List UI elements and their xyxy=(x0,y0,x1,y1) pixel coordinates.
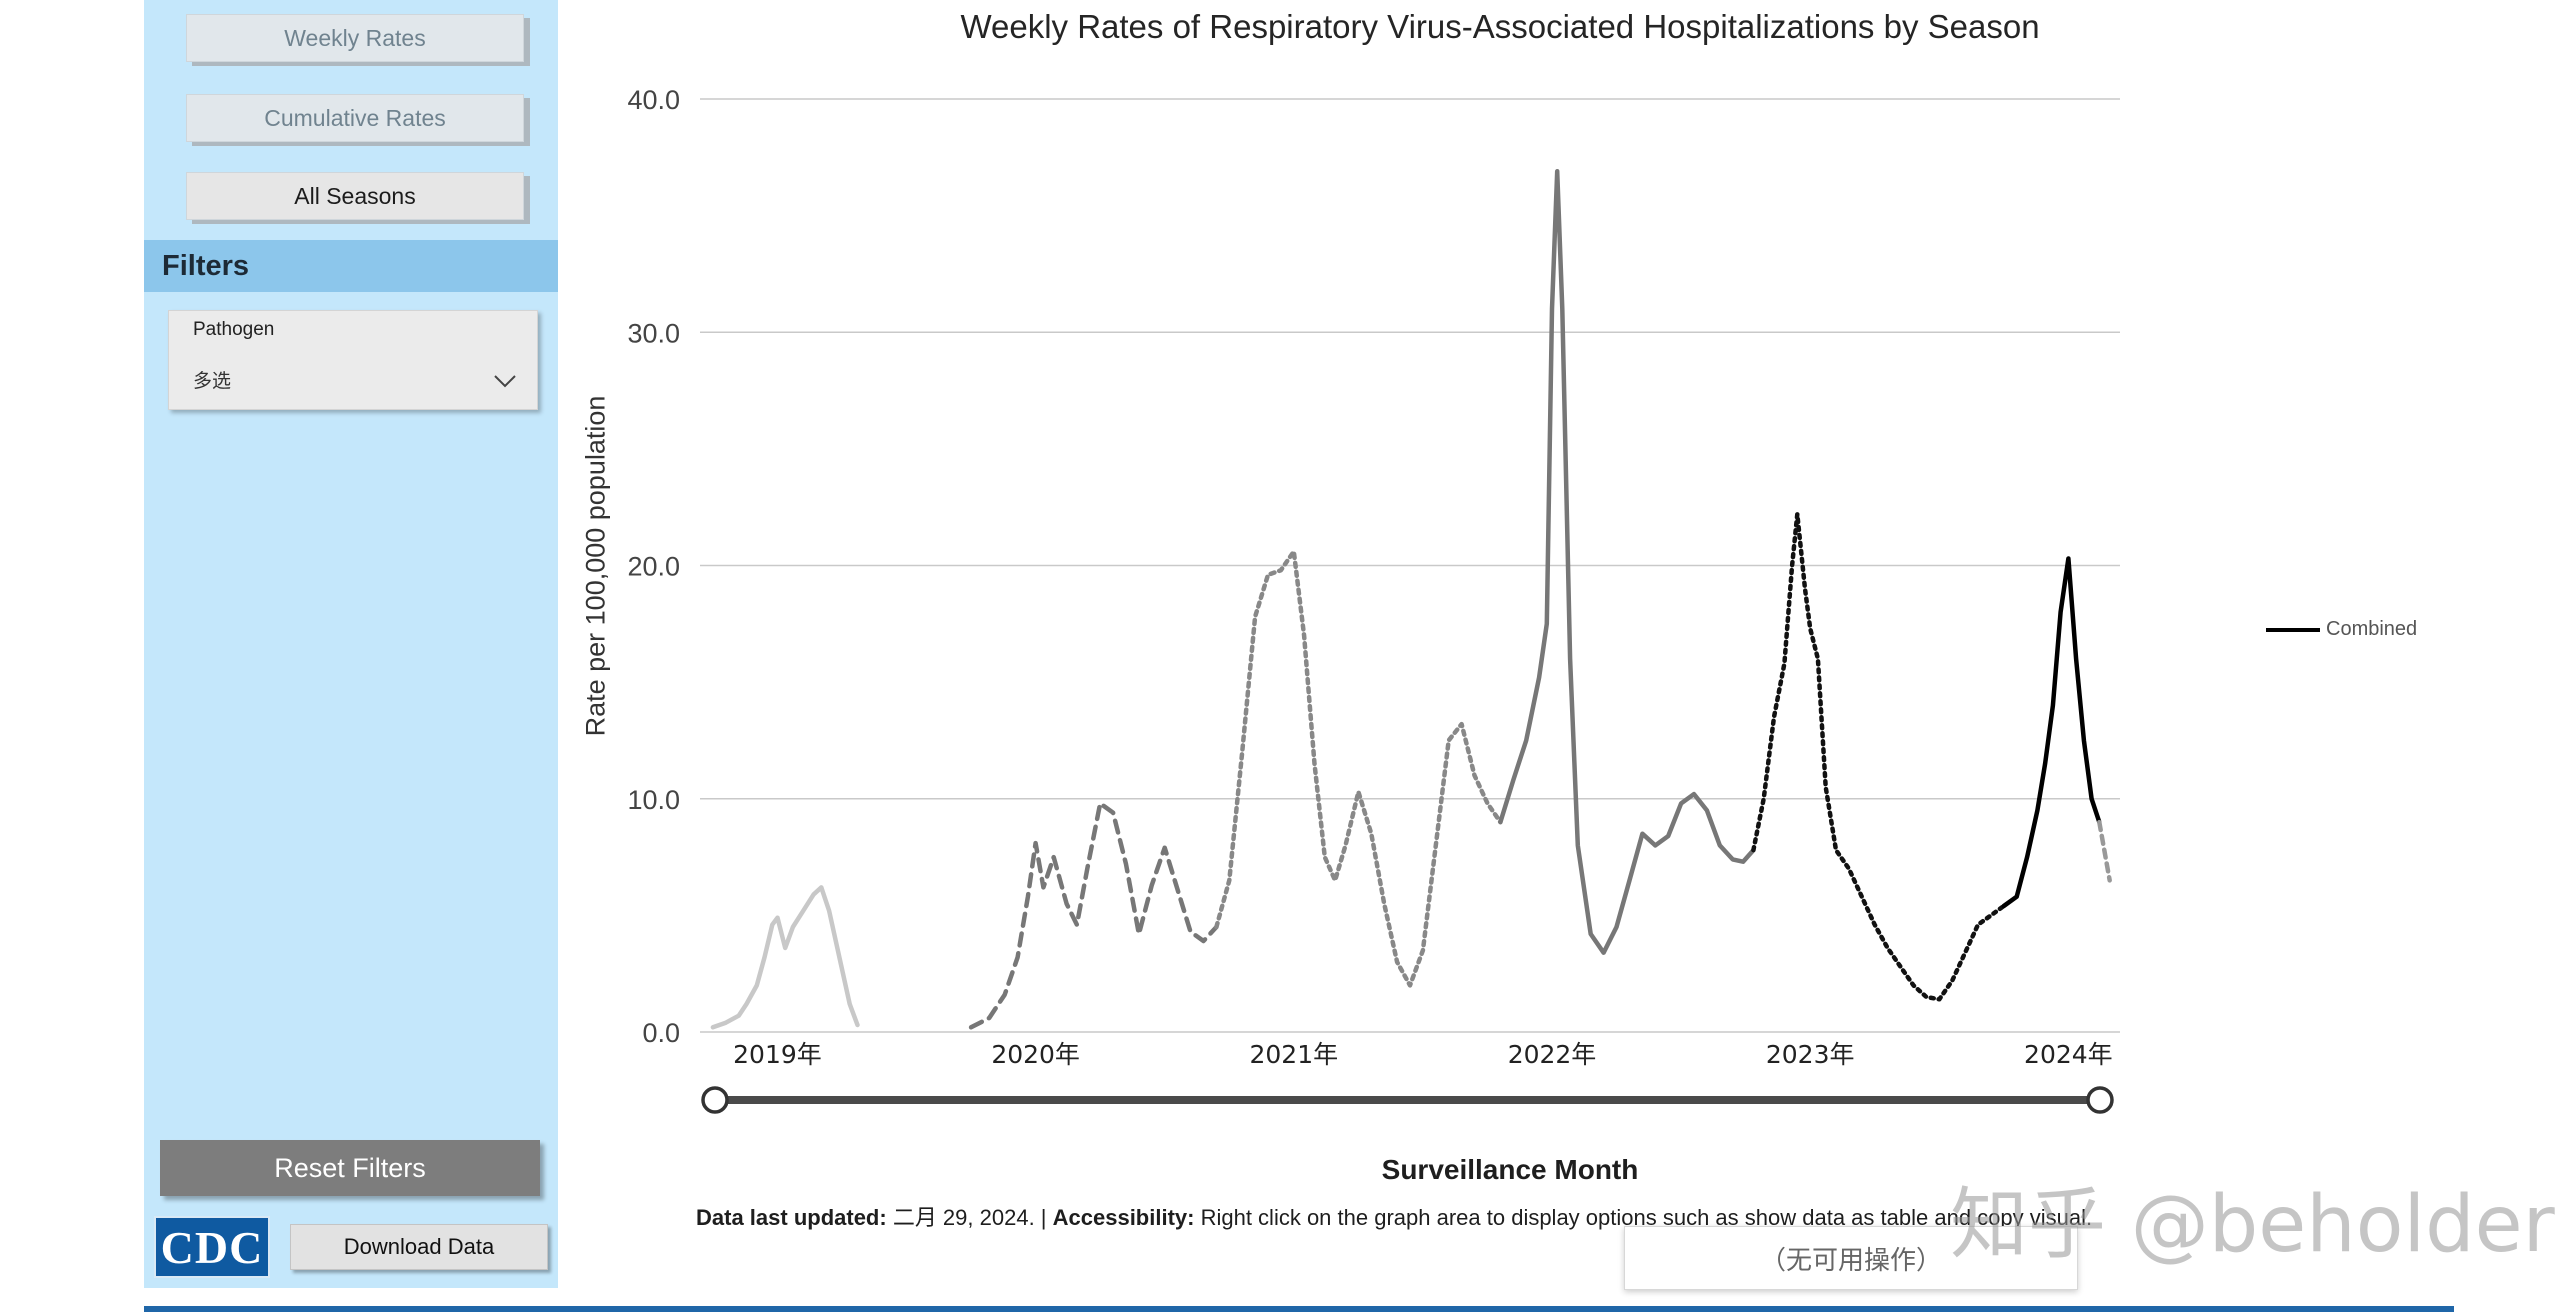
pathogen-dropdown[interactable]: 多选 xyxy=(193,363,517,399)
weekly-rates-button[interactable]: Weekly Rates xyxy=(186,14,524,62)
legend-combined[interactable]: Combined xyxy=(2266,618,2417,641)
legend-line-swatch xyxy=(2266,627,2320,632)
y-tick-label: 40.0 xyxy=(627,85,680,115)
x-tick-label: 2021年 xyxy=(1250,1040,1339,1069)
left-sidebar: Weekly Rates Cumulative Rates All Season… xyxy=(144,0,558,1288)
filters-header: Filters xyxy=(144,240,558,292)
accessibility-label: Accessibility: xyxy=(1052,1205,1195,1230)
series-line-4[interactable] xyxy=(1498,169,1756,955)
series-line-3[interactable] xyxy=(1214,549,1503,988)
cumulative-rates-button[interactable]: Cumulative Rates xyxy=(186,94,524,142)
x-tick-label: 2019年 xyxy=(733,1040,822,1069)
y-tick-label: 30.0 xyxy=(627,318,680,348)
series-line-5[interactable] xyxy=(1751,511,2007,1002)
updated-value: 二月 29, 2024. | xyxy=(886,1205,1053,1230)
cdc-logo[interactable]: CDC xyxy=(154,1216,270,1278)
reset-filters-button[interactable]: Reset Filters xyxy=(160,1140,540,1196)
chart-title: Weekly Rates of Respiratory Virus-Associ… xyxy=(960,8,2040,45)
all-seasons-button[interactable]: All Seasons xyxy=(186,172,524,220)
x-tick-label: 2022年 xyxy=(1508,1040,1597,1069)
accessibility-text: Right click on the graph area to display… xyxy=(1194,1205,2093,1230)
chart-plot-area[interactable]: 0.0 10.0 20.0 30.0 40.0 2019年 2020年 2021年 2022年… xyxy=(560,0,2200,1130)
x-tick-label: 2024年 xyxy=(2024,1040,2113,1069)
series-line-2[interactable] xyxy=(968,801,1219,1030)
y-tick-label: 20.0 xyxy=(627,552,680,582)
updated-label: Data last updated: xyxy=(696,1205,887,1230)
x-axis-label: Surveillance Month xyxy=(1381,1154,1639,1185)
series-line-7[interactable] xyxy=(2097,819,2112,883)
y-tick-label: 10.0 xyxy=(627,785,680,815)
pathogen-label: Pathogen xyxy=(193,319,275,340)
x-tick-label: 2023年 xyxy=(1766,1040,1855,1069)
chevron-down-icon xyxy=(494,375,516,388)
footnote: Data last updated: 二月 29, 2024. | Access… xyxy=(696,1200,2092,1232)
context-menu-tooltip: （无可用操作） xyxy=(1624,1226,2078,1290)
series-line-1[interactable] xyxy=(710,885,860,1030)
slider-start-handle-icon[interactable] xyxy=(701,1086,729,1114)
pathogen-selected-value: 多选 xyxy=(193,370,232,392)
watermark: 知乎 @beholder xyxy=(1950,1180,2555,1270)
legend-label: Combined xyxy=(2326,618,2418,640)
slider-end-handle-icon[interactable] xyxy=(2086,1086,2114,1114)
y-tick-label: 0.0 xyxy=(642,1018,680,1048)
download-data-button[interactable]: Download Data xyxy=(290,1224,548,1270)
bottom-border-bar xyxy=(144,1306,2454,1312)
pathogen-filter: Pathogen 多选 xyxy=(168,310,538,410)
x-tick-label: 2020年 xyxy=(991,1040,1080,1069)
series-line-6[interactable] xyxy=(2001,556,2102,909)
